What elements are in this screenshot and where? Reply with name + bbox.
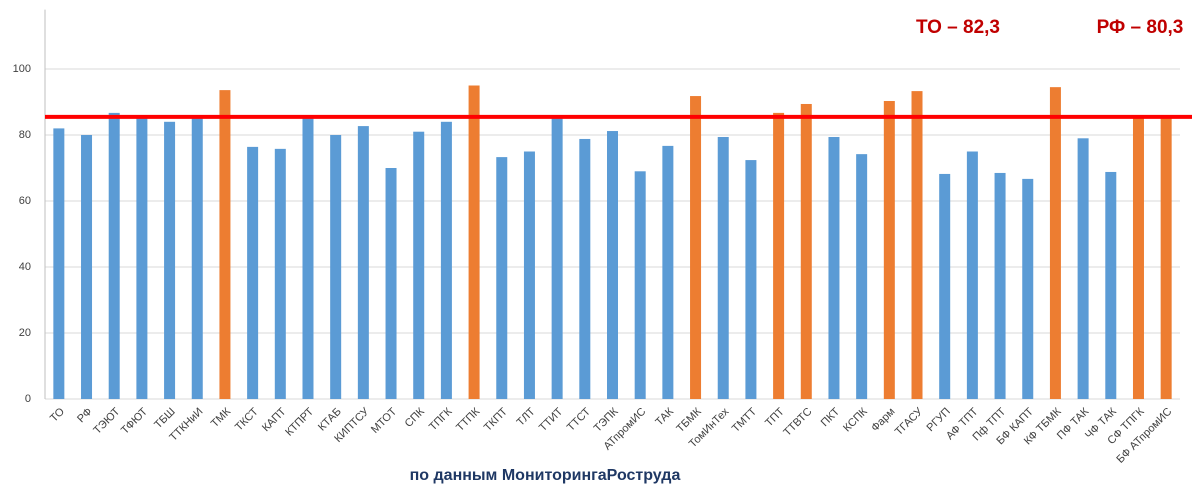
bar	[800, 103, 812, 399]
y-tick-label: 0	[25, 393, 31, 405]
y-tick-label: 20	[19, 327, 31, 339]
x-tick-label: ТАК	[653, 405, 676, 428]
x-tick-label: КСПК	[841, 405, 870, 434]
bar	[164, 121, 176, 400]
bar	[1049, 87, 1061, 400]
bar	[81, 135, 93, 399]
x-tick-label: ТТИТ	[537, 406, 566, 435]
bar	[440, 121, 452, 400]
bar	[994, 172, 1006, 399]
bar	[523, 151, 535, 399]
x-tick-label: ТЛТ	[515, 405, 538, 428]
bar	[717, 136, 729, 400]
bar	[302, 115, 314, 399]
bar	[1077, 138, 1089, 400]
bar	[53, 128, 65, 399]
x-tick-label: ТТВТС	[781, 406, 814, 439]
bar	[856, 154, 868, 399]
x-tick-label: ТМК	[209, 405, 234, 430]
bar	[468, 85, 480, 399]
x-tick-label: ТКПТ	[482, 406, 510, 434]
bar	[385, 168, 397, 399]
bar	[662, 145, 674, 399]
x-tick-label: ТЭЮТ	[91, 405, 122, 436]
bar	[108, 112, 120, 399]
bar	[690, 96, 702, 399]
bar	[247, 146, 259, 399]
bar	[136, 118, 148, 399]
bar	[274, 148, 286, 399]
bar	[357, 126, 369, 399]
bar	[579, 138, 591, 399]
x-tick-label: ТФЮТ	[119, 405, 150, 436]
bar	[939, 173, 951, 399]
x-tick-label: РФ	[75, 406, 95, 426]
bar	[773, 112, 785, 399]
x-tick-label: ТПГК	[427, 405, 455, 433]
x-tick-label: ПКТ	[819, 406, 843, 430]
y-tick-label: 60	[19, 195, 31, 207]
x-tick-label: ТТСТ	[565, 406, 593, 434]
bar	[634, 171, 646, 399]
x-tick-label: МТОТ	[369, 405, 399, 435]
bar	[1105, 171, 1117, 399]
x-tick-label: ТГАСУ	[893, 405, 926, 438]
bar	[911, 91, 923, 400]
bar	[219, 90, 231, 400]
x-tick-label: ТТПК	[454, 405, 483, 434]
x-tick-label: ТО	[48, 405, 67, 424]
x-tick-label: ТПТ	[763, 406, 787, 430]
bar	[191, 118, 203, 399]
y-tick-label: 80	[19, 129, 31, 141]
bar	[1160, 115, 1172, 399]
bar	[745, 160, 757, 399]
y-tick-label: 100	[13, 63, 31, 75]
bar	[828, 136, 840, 400]
y-tick-label: 40	[19, 261, 31, 273]
bar	[551, 116, 563, 399]
bar	[1022, 178, 1034, 399]
bar	[607, 131, 618, 400]
bar	[496, 157, 508, 399]
annotation: РФ – 80,3	[1097, 17, 1184, 38]
x-tick-label: ТКСТ	[233, 406, 261, 434]
bar	[966, 151, 978, 399]
x-tick-label: КТПРТ	[283, 406, 316, 439]
x-tick-label: СПК	[403, 405, 428, 430]
x-tick-label: ТМТТ	[730, 405, 759, 434]
footer: по данным МониторингаРоструда	[410, 467, 681, 484]
bar	[1132, 116, 1144, 399]
annotation: ТО – 82,3	[916, 17, 1000, 38]
bar	[413, 131, 425, 399]
bar	[330, 135, 342, 399]
bar	[883, 101, 895, 399]
